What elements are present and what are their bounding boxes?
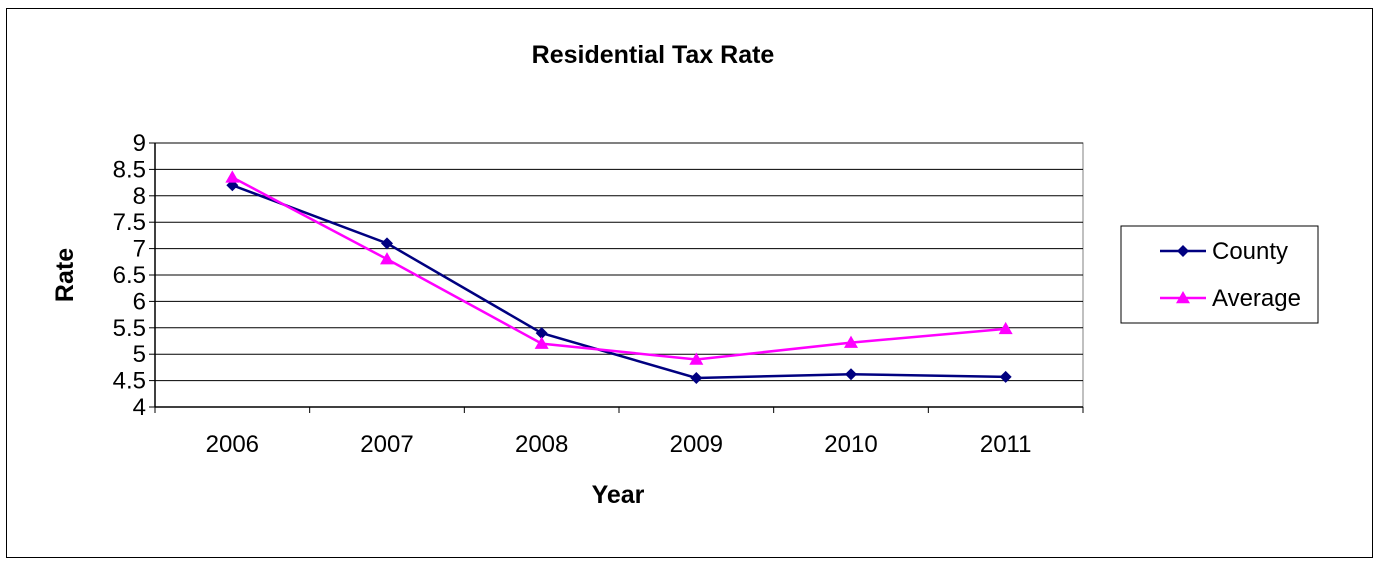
- x-tick-label: 2009: [670, 431, 723, 458]
- series-lines: [225, 170, 1013, 384]
- legend: County Average: [1120, 225, 1319, 324]
- data-point-average: [225, 170, 240, 183]
- chart-title: Residential Tax Rate: [532, 41, 775, 69]
- data-point-county: [999, 370, 1012, 383]
- legend-marker-county: [1177, 245, 1189, 257]
- legend-label-county: County: [1212, 238, 1288, 265]
- axes: [149, 142, 1084, 413]
- y-tick-label: 5: [133, 341, 146, 368]
- x-tick-label: 2010: [824, 431, 877, 458]
- series-line-county: [231, 184, 1006, 380]
- series-line-average: [231, 176, 1006, 361]
- y-axis-label: Rate: [51, 248, 79, 302]
- data-point-average: [534, 336, 549, 349]
- x-tick-label: 2006: [206, 431, 259, 458]
- data-point-average: [689, 352, 704, 365]
- data-point-county: [535, 327, 548, 340]
- legend-box: [1120, 225, 1319, 324]
- y-tick-label: 5.5: [113, 315, 146, 342]
- y-tick-label: 4: [133, 394, 146, 421]
- data-point-county: [381, 237, 393, 250]
- data-point-average: [844, 335, 858, 348]
- data-point-average: [380, 252, 394, 265]
- gridlines: [155, 142, 1083, 382]
- x-tick-label: 2011: [980, 431, 1032, 458]
- legend-marker-average: [1176, 291, 1190, 304]
- data-point-county: [845, 368, 857, 381]
- x-tick-labels: 2006 2007 2008 2009 2010 2011: [206, 431, 1032, 458]
- data-point-average: [998, 321, 1013, 335]
- y-tick-label: 8.5: [113, 156, 146, 183]
- y-tick-label: 6: [133, 288, 146, 315]
- y-tick-label: 4.5: [113, 368, 146, 395]
- y-tick-label: 9: [133, 130, 146, 157]
- y-tick-label: 6.5: [113, 262, 146, 289]
- y-tick-label: 7.5: [113, 209, 146, 236]
- x-tick-label: 2008: [515, 431, 568, 458]
- y-tick-label: 7: [133, 236, 146, 263]
- y-tick-label: 8: [133, 183, 146, 210]
- legend-label-average: Average: [1212, 285, 1301, 312]
- x-tick-label: 2007: [360, 431, 413, 458]
- x-axis-label: Year: [592, 481, 645, 509]
- data-point-county: [690, 371, 703, 384]
- y-tick-labels: 44.555.566.577.588.59: [113, 130, 146, 421]
